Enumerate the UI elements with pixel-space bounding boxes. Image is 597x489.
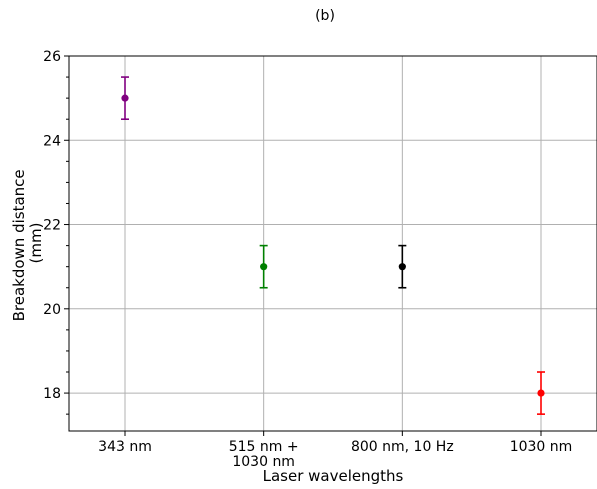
data-point: [121, 94, 129, 102]
y-axis-label-line-2: (mm): [27, 223, 45, 264]
y-tick-label: 24: [43, 133, 61, 149]
data-point: [537, 389, 545, 397]
data-points: [121, 76, 545, 415]
y-tick-label: 18: [43, 386, 61, 402]
grid-lines: [69, 55, 597, 431]
data-point-group: [398, 244, 407, 289]
y-tick-label: 26: [43, 49, 61, 65]
y-axis: 18 20 22 24 26: [43, 49, 69, 415]
y-axis-label-line-1: Breakdown distance: [10, 169, 28, 321]
data-point-group: [259, 244, 268, 289]
y-tick-label: 20: [43, 302, 61, 318]
x-tick-label: 1030 nm: [510, 439, 573, 455]
x-tick-label-line: 1030 nm: [232, 454, 295, 470]
x-tick-label: 343 nm: [98, 439, 152, 455]
data-point-group: [121, 76, 129, 121]
y-tick-label: 22: [43, 218, 61, 234]
x-axis-label: Laser wavelengths: [263, 467, 404, 485]
x-tick-label-line: 800 nm, 10 Hz: [351, 439, 454, 455]
x-tick-label: 800 nm, 10 Hz: [351, 439, 454, 455]
x-tick-label: 515 nm +1030 nm: [229, 439, 299, 470]
x-tick-label-line: 343 nm: [98, 439, 152, 455]
data-point: [260, 263, 268, 271]
data-point: [398, 263, 406, 271]
y-axis-label: Breakdown distance (mm): [10, 165, 45, 322]
x-tick-label-line: 1030 nm: [510, 439, 573, 455]
data-point-group: [537, 371, 545, 415]
x-tick-label-line: 515 nm +: [229, 439, 299, 455]
chart-title: (b): [315, 8, 335, 24]
plot-frame: [68, 55, 597, 432]
